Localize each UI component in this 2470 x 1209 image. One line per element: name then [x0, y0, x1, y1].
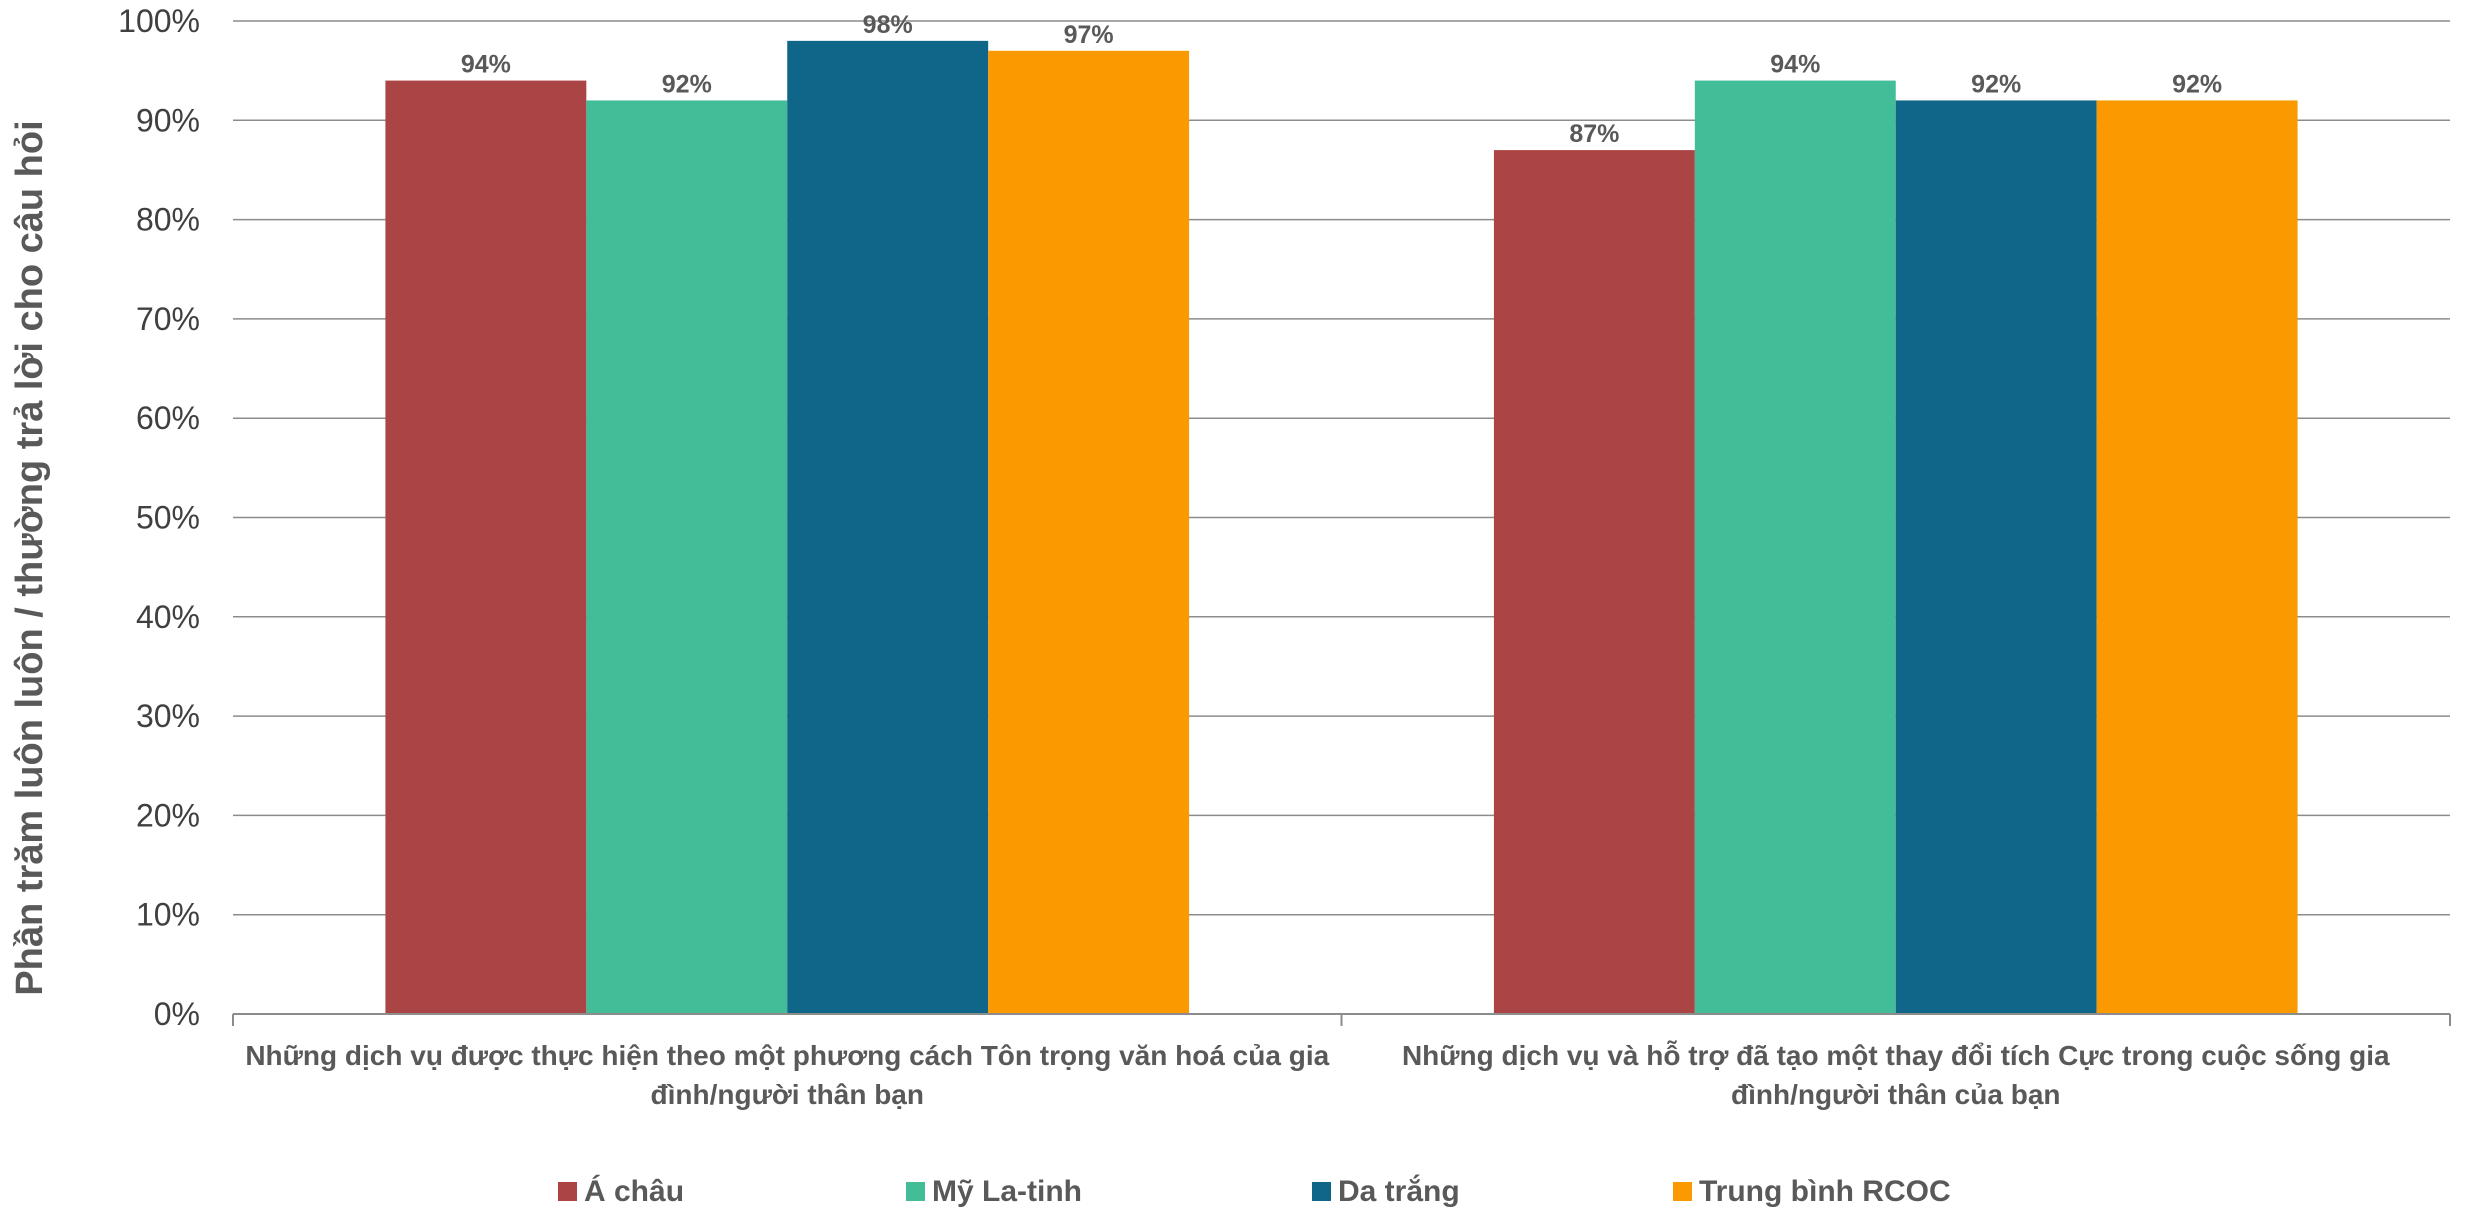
data-label: 94% [1770, 51, 1820, 79]
y-axis-ticks: 0% 10% 20% 30% 40% 50% 60% 70% 80% 90% 100% [118, 3, 200, 1032]
bar [1493, 150, 1695, 1015]
legend-label: Á châu [584, 1174, 684, 1208]
legend-swatch [1673, 1182, 1692, 1201]
y-tick-label: 60% [136, 400, 200, 436]
y-tick-label: 40% [136, 599, 200, 635]
data-label: 98% [863, 11, 913, 39]
category-label: Những dịch vụ và hỗ trợ đã tạo một thay … [1402, 1040, 2390, 1071]
bar [586, 100, 788, 1014]
legend-swatch [906, 1182, 925, 1201]
data-labels: 94% 92% 98% 97% 87% 94% 92% 92% [461, 11, 2222, 148]
category-label: đình/người thân bạn [651, 1079, 924, 1110]
data-label: 92% [1971, 70, 2021, 98]
bars [385, 40, 2298, 1015]
y-tick-label: 10% [136, 897, 200, 933]
bar [787, 40, 989, 1015]
data-label: 94% [461, 51, 511, 79]
category-labels: Những dịch vụ được thực hiện theo một ph… [245, 1040, 2390, 1110]
data-label: 92% [2172, 70, 2222, 98]
y-tick-label: 90% [136, 102, 200, 138]
data-label: 92% [662, 70, 712, 98]
legend-label: Mỹ La-tinh [932, 1175, 1082, 1208]
y-tick-label: 70% [136, 301, 200, 337]
legend-swatch [1312, 1182, 1331, 1201]
x-axis [232, 1013, 2451, 1026]
data-label: 97% [1064, 21, 1114, 49]
y-tick-label: 50% [136, 500, 200, 536]
y-axis-label: Phần trăm luôn luôn / thường trả lời cho… [9, 120, 51, 995]
bar [385, 80, 587, 1014]
bar [2096, 100, 2298, 1014]
legend: Á châu Mỹ La-tinh Da trắng Trung bình RCOC [558, 1174, 1951, 1208]
y-tick-label: 100% [118, 3, 200, 39]
data-label: 87% [1569, 120, 1619, 148]
y-tick-label: 80% [136, 202, 200, 238]
legend-label: Da trắng [1338, 1174, 1460, 1208]
bar [1895, 100, 2097, 1014]
legend-label: Trung bình RCOC [1699, 1175, 1951, 1208]
y-tick-label: 0% [154, 996, 200, 1032]
category-label: đình/người thân của bạn [1731, 1079, 2061, 1110]
y-tick-label: 20% [136, 797, 200, 833]
bar [988, 50, 1190, 1015]
y-tick-label: 30% [136, 698, 200, 734]
bar [1694, 80, 1896, 1014]
legend-swatch [558, 1182, 577, 1201]
category-label: Những dịch vụ được thực hiện theo một ph… [245, 1040, 1329, 1071]
